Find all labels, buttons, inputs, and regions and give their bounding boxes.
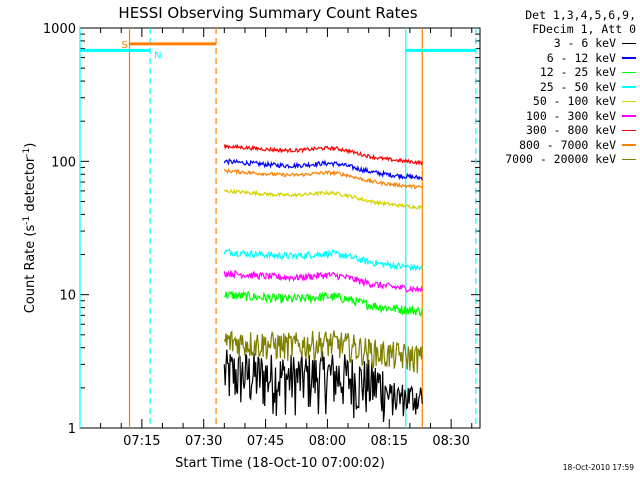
y-label-sup: -1 — [22, 148, 32, 157]
legend-header-line: Det 1,3,4,5,6,9, — [525, 8, 636, 22]
timestamp-label: 18-Oct-2010 17:59 — [562, 463, 634, 472]
legend-swatch — [622, 100, 636, 102]
legend-swatch — [622, 115, 636, 117]
legend-swatch — [622, 158, 636, 160]
legend-entry: 3 - 6 keV — [505, 36, 636, 51]
legend-entry-label: 7000 - 20000 keV — [505, 152, 616, 167]
x-tick-label: 08:00 — [309, 434, 346, 449]
legend-swatch — [622, 57, 636, 59]
legend-swatch — [622, 86, 636, 88]
legend-entry: 100 - 300 keV — [505, 109, 636, 124]
legend-entry: 6 - 12 keV — [505, 51, 636, 66]
legend-entry: 800 - 7000 keV — [505, 138, 636, 153]
x-tick-label: 07:45 — [247, 434, 284, 449]
series-line — [224, 290, 423, 317]
x-tick-label: 07:30 — [185, 434, 222, 449]
series-line — [223, 143, 423, 167]
x-tick-label: 08:30 — [432, 434, 469, 449]
y-tick-label: 1 — [68, 422, 76, 437]
series-line — [223, 248, 423, 272]
legend-entry-label: 800 - 7000 keV — [519, 137, 616, 152]
y-label-part: ) — [23, 143, 38, 148]
legend-entry-label: 6 - 12 keV — [546, 50, 616, 65]
y-tick-label: 100 — [51, 155, 76, 170]
chart-title: HESSI Observing Summary Count Rates — [118, 4, 417, 22]
flag-label: N — [154, 50, 161, 61]
legend-entry: 7000 - 20000 keV — [505, 152, 636, 167]
legend-entry-label: 12 - 25 keV — [539, 65, 616, 80]
legend: Det 1,3,4,5,6,9, FDecim 1, Att 0 3 - 6 k… — [505, 8, 636, 167]
legend-entry-label: 300 - 800 keV — [525, 123, 616, 138]
legend-entry-label: 25 - 50 keV — [539, 79, 616, 94]
legend-swatch — [622, 71, 636, 73]
series-line — [223, 330, 423, 374]
y-axis-label: Count Rate (s-1 detector-1) — [22, 143, 38, 314]
x-axis-label: Start Time (18-Oct-10 07:00:02) — [175, 456, 385, 471]
y-label-part: detector — [23, 156, 38, 216]
legend-header-line: FDecim 1, Att 0 — [532, 22, 636, 36]
series-line — [223, 349, 423, 423]
y-tick-label: 1000 — [43, 22, 76, 37]
legend-entries: 3 - 6 keV 6 - 12 keV 12 - 25 keV 25 - 50 ke… — [505, 36, 636, 167]
legend-swatch — [622, 129, 636, 131]
series-line — [223, 158, 423, 181]
y-label-part: Count Rate (s — [23, 225, 38, 314]
flag-label: S — [121, 40, 127, 51]
legend-swatch — [622, 144, 636, 146]
legend-swatch — [622, 42, 636, 44]
legend-entry: 50 - 100 keV — [505, 94, 636, 109]
legend-entry: 300 - 800 keV — [505, 123, 636, 138]
legend-entry: 12 - 25 keV — [505, 65, 636, 80]
x-tick-label: 07:15 — [123, 434, 160, 449]
legend-entry-label: 3 - 6 keV — [553, 36, 616, 51]
legend-entry: 25 - 50 keV — [505, 80, 636, 95]
x-tick-label: 08:15 — [371, 434, 408, 449]
legend-entry-label: 50 - 100 keV — [532, 94, 616, 109]
series-line — [223, 270, 423, 294]
series-line — [223, 188, 423, 211]
series-line — [223, 167, 423, 190]
y-label-sup: -1 — [22, 216, 32, 225]
legend-entry-label: 100 - 300 keV — [525, 108, 616, 123]
y-tick-label: 10 — [59, 289, 76, 304]
